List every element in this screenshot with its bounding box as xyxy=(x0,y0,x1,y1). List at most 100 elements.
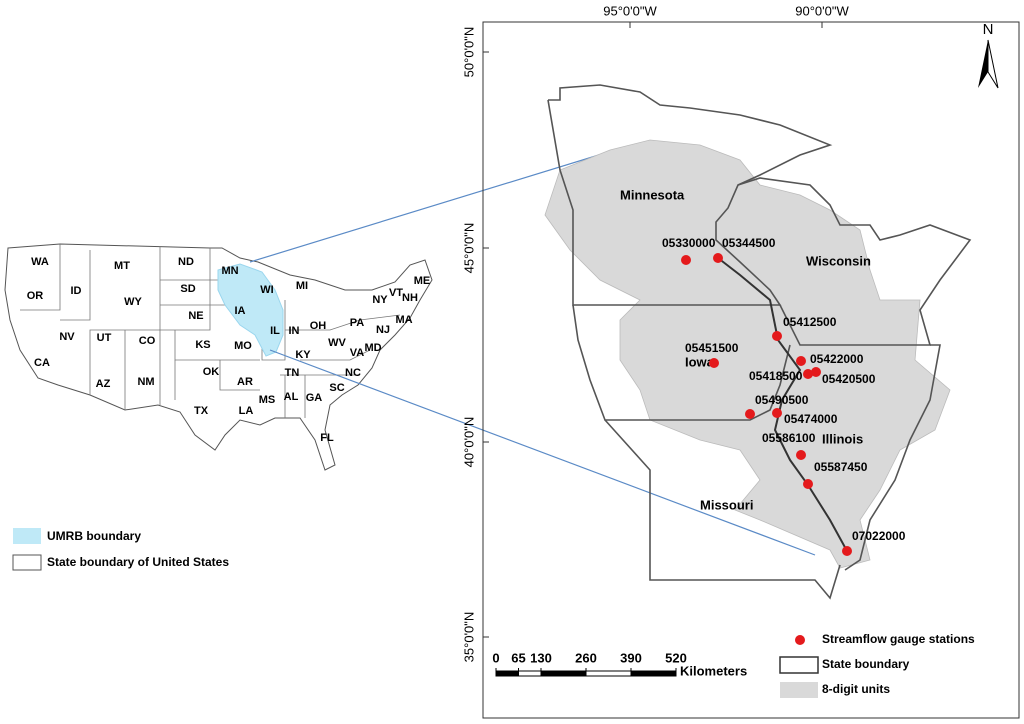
state-label: KS xyxy=(195,339,210,351)
state-label: AL xyxy=(284,391,299,403)
state-label: MN xyxy=(221,265,238,277)
latitude-label: 35°0'0"N xyxy=(461,612,476,663)
state-label: WV xyxy=(328,337,346,349)
latitude-label: 50°0'0"N xyxy=(461,27,476,78)
state-label: IL xyxy=(270,325,280,337)
station-label: 05412500 xyxy=(783,315,837,329)
gauge-station xyxy=(681,255,691,265)
state-label: NV xyxy=(59,331,75,343)
state-label: NJ xyxy=(376,324,390,336)
state-label: NM xyxy=(137,376,154,388)
station-label: 05451500 xyxy=(685,341,739,355)
scale-segment xyxy=(585,670,632,677)
gauge-station xyxy=(842,546,852,556)
state-label: PA xyxy=(350,317,365,329)
scale-segment xyxy=(518,670,542,677)
scale-label: 520 xyxy=(665,650,687,665)
legend-label: 8-digit units xyxy=(822,682,890,696)
state-name: Missouri xyxy=(700,497,753,512)
state-label: ND xyxy=(178,256,194,268)
station-label: 05420500 xyxy=(822,372,876,386)
state-label: VT xyxy=(389,287,403,299)
state-label: SD xyxy=(180,283,195,295)
station-label: 05490500 xyxy=(755,393,809,407)
legend-swatch xyxy=(12,554,42,571)
state-label: NY xyxy=(372,294,388,306)
state-label: UT xyxy=(97,332,112,344)
station-label: 05587450 xyxy=(814,460,868,474)
scale-segment xyxy=(495,670,519,677)
scale-unit: Kilometers xyxy=(680,663,747,678)
scale-segment xyxy=(630,670,677,677)
gauge-station xyxy=(803,479,813,489)
state-label: TX xyxy=(194,405,209,417)
state-label: MI xyxy=(296,280,308,292)
station-label: 05586100 xyxy=(762,431,816,445)
legend-swatch xyxy=(795,635,805,645)
scale-label: 260 xyxy=(575,650,597,665)
longitude-label: 95°0'0"W xyxy=(603,3,657,18)
river xyxy=(717,257,848,552)
legend-label: State boundary of United States xyxy=(47,555,229,569)
scale-segment xyxy=(540,670,587,677)
station-label: 05344500 xyxy=(722,236,776,250)
scale-label: 130 xyxy=(530,650,552,665)
gauge-station xyxy=(796,356,806,366)
state-label: TN xyxy=(285,367,300,379)
state-name: Wisconsin xyxy=(806,253,871,268)
state-label: LA xyxy=(239,405,254,417)
scale-label: 390 xyxy=(620,650,642,665)
us-outline xyxy=(4,243,433,471)
state-label: CO xyxy=(139,335,156,347)
state-label: ID xyxy=(71,285,82,297)
state-boundaries xyxy=(547,84,972,600)
connector xyxy=(249,145,629,263)
state-label: KY xyxy=(295,349,311,361)
gauge-station xyxy=(709,358,719,368)
latitude-label: 45°0'0"N xyxy=(461,223,476,274)
station-label: 05418500 xyxy=(749,369,803,383)
gauge-station xyxy=(796,450,806,460)
gauge-station xyxy=(713,253,723,263)
station-label: 05474000 xyxy=(784,412,838,426)
state-label: OH xyxy=(310,320,327,332)
state-label: WI xyxy=(260,284,273,296)
state-label: FL xyxy=(320,432,334,444)
state-name: Illinois xyxy=(822,431,863,446)
state-label: IN xyxy=(289,325,300,337)
state-label: SC xyxy=(329,382,344,394)
state-label: CA xyxy=(34,357,50,369)
state-label: MD xyxy=(364,342,381,354)
state-label: MT xyxy=(114,260,130,272)
state-label: NH xyxy=(402,292,418,304)
gauge-station xyxy=(772,331,782,341)
gauge-station xyxy=(811,367,821,377)
latitude-label: 40°0'0"N xyxy=(461,417,476,468)
state-name: Iowa xyxy=(685,354,715,369)
north-label: N xyxy=(983,21,994,38)
state-label: OK xyxy=(203,366,220,378)
state-label: OR xyxy=(27,290,44,302)
gauge-station xyxy=(745,409,755,419)
state-label: MS xyxy=(259,394,276,406)
state-label: MA xyxy=(395,314,412,326)
state-label: NC xyxy=(345,367,361,379)
state-label: ME xyxy=(414,275,431,287)
station-label: 05330000 xyxy=(662,236,716,250)
state-label: WA xyxy=(31,256,49,268)
gauge-station xyxy=(803,369,813,379)
basin-units xyxy=(544,139,951,569)
state-label: MO xyxy=(234,340,252,352)
state-label: AR xyxy=(237,376,253,388)
north-arrow xyxy=(987,39,999,89)
legend-swatch xyxy=(779,656,819,674)
state-label: AZ xyxy=(96,378,111,390)
legend-swatch xyxy=(780,682,818,698)
state-label: GA xyxy=(306,392,323,404)
legend-label: Streamflow gauge stations xyxy=(822,632,975,646)
gauge-station xyxy=(772,408,782,418)
state-label: VA xyxy=(350,347,365,359)
connector xyxy=(269,349,816,556)
state-label: WY xyxy=(124,296,142,308)
